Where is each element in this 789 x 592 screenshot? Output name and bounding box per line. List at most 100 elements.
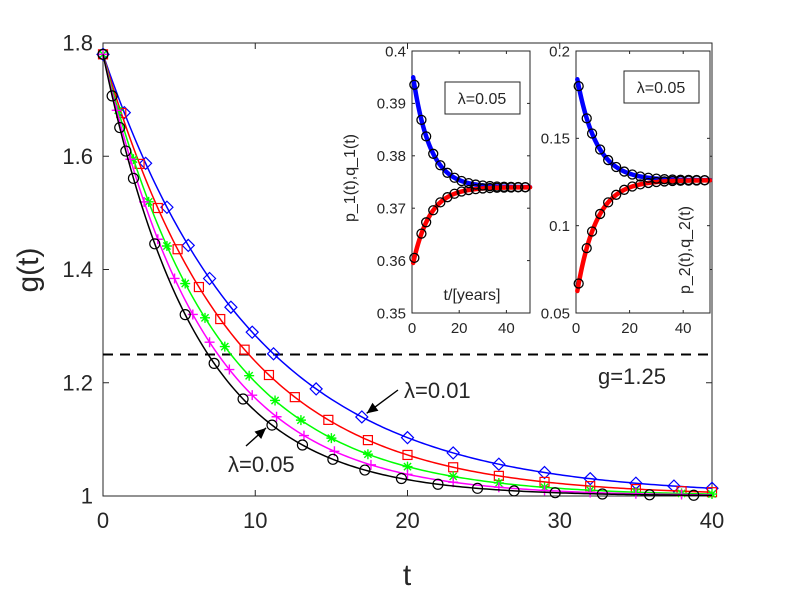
marker-0-01 [202,271,217,286]
threshold-label: g=1.25 [598,364,666,389]
inset1-marker-q1 [484,182,496,194]
inset1-marker-q1 [421,217,432,228]
inset2-series [573,77,713,294]
inset1-legend-box [444,81,521,115]
marker-0-05 [120,145,132,157]
marker-0-04 [224,364,235,375]
main-annotations: λ=0.01 λ=0.05 [228,378,471,477]
marker-0-01 [354,410,369,424]
marker-0-03 [161,240,172,251]
marker-0-03 [295,415,306,426]
inset2-legend-box [623,70,700,104]
inset1-marker-p1 [428,148,439,159]
inset2-marker-p2 [611,161,622,173]
inset2-marker-p2 [581,113,592,124]
inset1-marker-p1 [421,131,432,142]
marker-0-04 [247,390,258,401]
inset1-ytick-label: 0.38 [377,148,406,165]
marker-0-02 [289,392,300,403]
marker-0-05 [471,482,484,494]
marker-0-03 [219,341,230,352]
inset1-marker-q1 [477,183,488,194]
main-ytick-label: 1.4 [62,257,93,282]
inset2-legend-label: λ=0.05 [637,80,686,97]
marker-0-01 [181,238,196,253]
inset1-marker-q1 [449,188,460,199]
marker-0-01 [537,465,552,480]
marker-0-01 [160,200,174,215]
inset2-marker-p2 [643,172,654,183]
inset2-xtick-label: 20 [621,320,638,337]
marker-0-03 [448,471,459,482]
inset2-marker-p2 [573,80,584,92]
marker-0-05 [296,439,309,451]
marker-0-05 [127,172,140,184]
main-tick-labels: 0 10 20 30 40 1 1.2 1.4 1.6 1.8 [62,31,724,533]
inset2-marker-q2 [586,226,598,237]
inset1-marker-p1 [416,114,427,126]
inset1-marker-q1 [435,197,446,208]
inset2-marker-q2 [581,242,592,254]
main-series [96,47,719,501]
inset2-marker-q2 [675,175,686,186]
inset2-marker-q2 [594,208,606,220]
main-ytick-label: 1.8 [62,31,93,56]
marker-0-03 [180,278,191,289]
inset1-ytick-label: 0.37 [377,200,406,217]
inset1-marker-q1 [409,252,420,263]
inset1-marker-p1 [435,160,446,171]
marker-0-05 [327,453,339,465]
inset1-xlabel-bg [427,282,517,304]
inset1-xtick-label: 40 [498,320,515,337]
inset1-marker-q1 [416,228,427,239]
marker-0-04 [630,488,641,499]
marker-0-01 [138,156,153,171]
main-xtick-label: 0 [97,508,109,533]
marker-0-01 [667,479,681,493]
marker-0-05 [549,487,561,499]
main-xtick-label: 20 [395,508,419,533]
main-xtick-label: 30 [548,508,572,533]
marker-0-05 [114,121,126,134]
main-ytick-label: 1.2 [62,370,93,395]
marker-0-02 [263,369,275,381]
inset2-marker-p2 [635,171,646,182]
inset2-xtick-label: 0 [572,320,580,337]
marker-0-05 [596,488,608,500]
inset1-marker-p1 [442,167,453,178]
inset2-ytick-label: 0.2 [549,43,570,60]
marker-0-03 [244,370,255,381]
annotation-arrow-head [366,402,379,414]
marker-0-05 [97,48,109,60]
marker-0-02 [215,313,226,325]
marker-0-05 [432,478,444,490]
inset1-marker-p1 [409,79,420,90]
marker-0-03 [362,449,373,460]
marker-0-04 [298,430,309,441]
inset1-marker-q1 [520,182,531,193]
marker-0-05 [179,309,191,321]
marker-0-01 [245,325,260,340]
inset1-marker-q1 [505,182,517,193]
marker-0-05 [359,464,371,476]
series-line-0-01 [102,54,713,490]
main-xtick-label: 10 [243,508,267,533]
annotation-arrows [245,389,399,447]
inset1-axes: 0 20 40 0.35 0.36 0.37 0.38 0.39 0.4 λ=0.05 t/[y… [342,43,533,337]
inset2-marker-q2 [683,175,694,186]
inset2-ticks [575,50,710,314]
inset1-ytick-label: 0.36 [377,253,406,270]
marker-0-02 [172,244,183,255]
inset1-tick-labels: 0 20 40 0.35 0.36 0.37 0.38 0.39 0.4 [377,43,515,337]
inset1-marker-p1 [456,175,467,187]
inset1-marker-q1 [470,183,481,195]
inset2-marker-p2 [594,144,606,155]
inset1-marker-p1 [463,177,474,189]
inset1-marker-q1 [463,184,474,196]
marker-0-04 [271,411,282,422]
inset1-ylabel: p_1(t),q_1(t) [342,134,359,222]
marker-0-05 [508,485,520,497]
marker-0-04 [169,273,180,284]
inset2-marker-q2 [635,179,646,190]
